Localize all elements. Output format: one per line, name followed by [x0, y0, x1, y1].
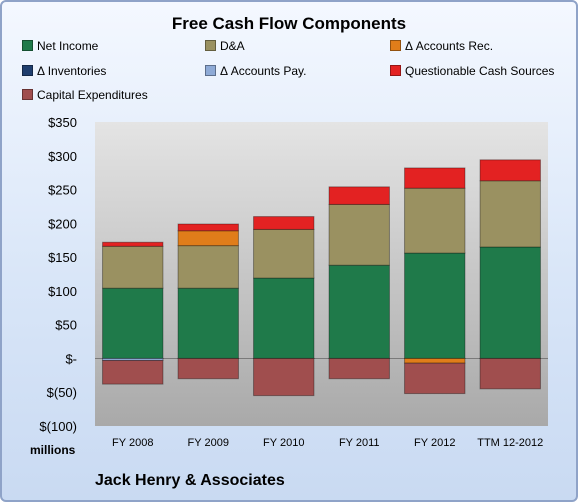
bar-segment-capital-expenditures-3 [328, 357, 390, 380]
units-label: millions [30, 443, 76, 457]
bar-segment-d-a-3 [328, 203, 390, 266]
plot-area [95, 122, 548, 426]
bar-segment-capital-expenditures-5 [479, 357, 541, 390]
legend-label-accounts-rec: Δ Accounts Rec. [405, 38, 494, 53]
x-tick-label: FY 2011 [339, 437, 380, 449]
bar-segment-d-a-2 [253, 228, 315, 279]
bar-segment-questionable-cash-sources-3 [328, 186, 390, 205]
bar-segment-d-a-0 [102, 245, 164, 289]
legend-swatch-accounts-pay [205, 65, 216, 77]
bar-segment-capital-expenditures-2 [253, 357, 315, 397]
legend-item-accounts-rec: Δ Accounts Rec. [390, 38, 493, 53]
legend-item-net-income: Net Income [22, 38, 98, 53]
y-tick-label: $250 [48, 183, 77, 198]
y-tick-label: $50 [55, 318, 77, 333]
bar-segment-net-income-3 [328, 264, 390, 359]
y-tick-label: $- [65, 351, 77, 366]
bar-segment-questionable-cash-sources-5 [479, 159, 541, 182]
bar-segment-accounts-rec-4 [404, 357, 466, 364]
y-tick-label: $(100) [39, 419, 77, 434]
y-tick-label: $200 [48, 216, 77, 231]
x-tick-label: FY 2010 [263, 437, 304, 449]
bar-segment-net-income-4 [404, 252, 466, 359]
legend-item-capex: Capital Expenditures [22, 87, 148, 102]
x-tick-label: TTM 12-2012 [477, 437, 543, 449]
legend-label-accounts-pay: Δ Accounts Pay. [220, 63, 307, 78]
y-tick-label: $300 [48, 149, 77, 164]
legend-swatch-inventories [22, 65, 33, 77]
bar-segment-questionable-cash-sources-0 [102, 241, 164, 247]
legend-item-inventories: Δ Inventories [22, 63, 106, 78]
legend-swatch-questionable-cash [390, 65, 401, 77]
legend-label-inventories: Δ Inventories [37, 63, 107, 78]
legend-label-questionable-cash: Questionable Cash Sources [405, 63, 555, 78]
bar-segment-capital-expenditures-4 [404, 362, 466, 395]
legend-item-accounts-pay: Δ Accounts Pay. [205, 63, 307, 78]
bar-segment-d-a-1 [177, 245, 239, 289]
legend-item-questionable-cash: Questionable Cash Sources [390, 63, 554, 78]
legend-label-net-income: Net Income [37, 38, 99, 53]
bar-segment-net-income-2 [253, 277, 315, 359]
x-tick-label: FY 2008 [112, 437, 153, 449]
company-name: Jack Henry & Associates [95, 472, 285, 489]
bar-segment-accounts-rec-1 [177, 230, 239, 247]
legend-label-da: D&A [220, 38, 245, 53]
x-tick-label: FY 2009 [188, 437, 229, 449]
y-tick-label: $350 [48, 115, 77, 130]
bar-segment-questionable-cash-sources-1 [177, 223, 239, 232]
legend-swatch-net-income [22, 40, 33, 52]
legend-label-capex: Capital Expenditures [37, 87, 148, 102]
y-tick-label: $(50) [47, 385, 77, 400]
chart-title: Free Cash Flow Components [171, 14, 407, 33]
legend-swatch-da [205, 40, 216, 52]
bar-segment-d-a-4 [404, 187, 466, 254]
legend-swatch-capex [22, 89, 33, 101]
legend-swatch-accounts-rec [390, 40, 401, 52]
y-tick-label: $150 [48, 250, 77, 265]
y-tick-label: $100 [48, 284, 77, 299]
bar-segment-capital-expenditures-0 [102, 359, 164, 385]
legend-item-da: D&A [205, 38, 245, 53]
bar-segment-net-income-1 [177, 287, 239, 359]
bar-segment-questionable-cash-sources-4 [404, 167, 466, 189]
bar-segment-capital-expenditures-1 [177, 357, 239, 380]
bar-segment-d-a-5 [479, 180, 541, 248]
bar-segment-net-income-5 [479, 246, 541, 359]
bar-segment-net-income-0 [102, 287, 164, 359]
x-tick-label: FY 2012 [414, 437, 455, 449]
bar-segment-questionable-cash-sources-2 [253, 216, 315, 230]
